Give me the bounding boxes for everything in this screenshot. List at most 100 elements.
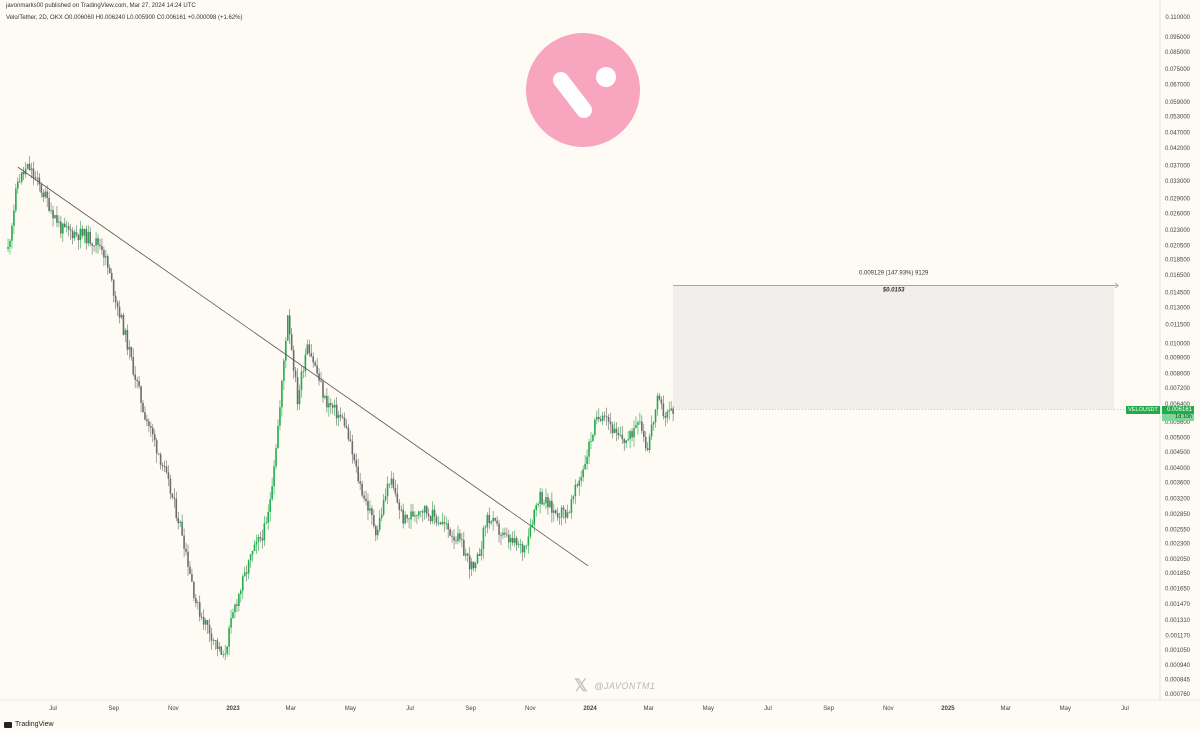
candle xyxy=(365,490,367,506)
candle xyxy=(394,479,397,497)
x-tick-label: May xyxy=(1060,706,1071,712)
candle xyxy=(105,249,107,266)
x-tick-label: 2023 xyxy=(226,706,240,712)
candle xyxy=(468,547,471,579)
candle xyxy=(58,215,60,228)
candle xyxy=(50,202,52,215)
candle xyxy=(551,492,553,523)
candle xyxy=(134,366,136,389)
candle xyxy=(511,531,514,546)
candle xyxy=(664,412,667,427)
candle xyxy=(553,503,555,522)
candle xyxy=(556,507,559,521)
candle xyxy=(449,527,451,537)
candle xyxy=(296,368,299,411)
candle xyxy=(646,442,649,452)
candle xyxy=(398,498,401,520)
candle xyxy=(148,418,150,433)
candle xyxy=(173,488,176,509)
candle xyxy=(414,511,416,522)
candle xyxy=(226,645,228,657)
candle xyxy=(67,222,70,237)
footer-brand: TradingView xyxy=(15,721,54,728)
candle xyxy=(347,424,350,442)
candle xyxy=(371,505,373,525)
candle xyxy=(279,399,281,431)
candle xyxy=(294,366,297,383)
candle xyxy=(648,433,651,454)
candle xyxy=(28,155,31,171)
candle xyxy=(498,519,500,543)
tradingview-logo-icon xyxy=(4,721,12,728)
candle xyxy=(240,588,242,603)
candle xyxy=(93,244,95,252)
candle xyxy=(91,242,93,255)
candle xyxy=(236,599,238,613)
candle xyxy=(508,529,510,549)
candle xyxy=(335,397,338,426)
x-tick-label: May xyxy=(345,706,356,712)
candle xyxy=(18,173,21,183)
candle xyxy=(210,627,213,650)
candle xyxy=(443,515,446,532)
candle xyxy=(509,534,512,551)
candle xyxy=(288,308,291,344)
tradingview-footer[interactable]: TradingView xyxy=(4,721,54,728)
candle xyxy=(62,222,64,242)
candle xyxy=(204,618,207,631)
candle xyxy=(312,352,315,368)
y-tick-label: 0.095000 xyxy=(1165,35,1191,41)
candle xyxy=(560,505,563,526)
candle xyxy=(146,414,148,427)
candle xyxy=(167,465,170,487)
candle xyxy=(439,521,442,526)
candle xyxy=(177,511,180,530)
candle xyxy=(208,618,211,643)
candle xyxy=(642,423,645,443)
candle xyxy=(513,530,516,547)
candle xyxy=(615,422,618,442)
y-tick-label: 0.005600 xyxy=(1165,420,1191,426)
candle xyxy=(265,516,268,525)
candle xyxy=(157,453,160,456)
candle xyxy=(218,641,221,652)
publisher-line: javonmarks00 published on TradingView.co… xyxy=(6,3,196,9)
candle xyxy=(271,477,273,502)
candle xyxy=(263,515,266,547)
candle xyxy=(320,372,322,383)
candle xyxy=(26,163,29,170)
candle xyxy=(292,345,295,379)
candle xyxy=(637,420,639,435)
candle xyxy=(195,593,197,608)
candle xyxy=(163,460,166,473)
candle xyxy=(582,465,584,482)
candle xyxy=(547,493,549,515)
measure-box[interactable] xyxy=(673,285,1115,410)
candle xyxy=(392,472,395,491)
candle xyxy=(60,216,62,238)
candle xyxy=(488,507,491,529)
candle xyxy=(658,393,661,401)
candle xyxy=(525,544,528,550)
x-tick-label: Nov xyxy=(525,706,536,712)
candle xyxy=(564,509,567,524)
candle xyxy=(11,222,13,249)
y-tick-label: 0.013000 xyxy=(1165,306,1191,312)
candle xyxy=(222,650,225,658)
candle xyxy=(126,324,129,356)
candle xyxy=(572,494,575,504)
candle xyxy=(500,532,502,545)
x-tick-label: Sep xyxy=(465,706,476,712)
candle xyxy=(355,453,358,473)
candle xyxy=(421,509,424,522)
watermark-handle: @JAVONTM1 xyxy=(594,681,656,691)
candle xyxy=(466,552,469,563)
y-tick-label: 0.010000 xyxy=(1165,341,1191,347)
candle xyxy=(114,291,117,310)
velo-logo-icon xyxy=(526,33,640,147)
candle xyxy=(17,177,19,195)
candle xyxy=(369,500,371,515)
candle xyxy=(54,214,56,220)
descending-trendline[interactable] xyxy=(17,166,589,567)
